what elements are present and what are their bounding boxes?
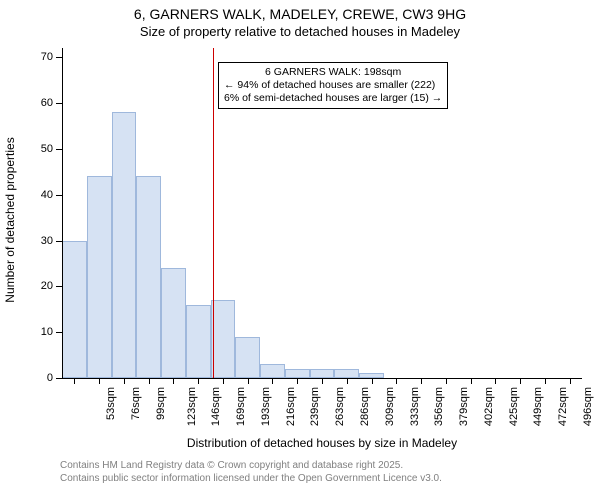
chart-title: 6, GARNERS WALK, MADELEY, CREWE, CW3 9HG (0, 6, 600, 22)
annotation-line: ← 94% of detached houses are smaller (22… (224, 79, 442, 92)
x-tick (223, 378, 224, 384)
y-tick-label: 70 (41, 51, 53, 63)
x-axis-label: Distribution of detached houses by size … (62, 436, 582, 450)
x-tick-label: 402sqm (483, 387, 495, 426)
y-tick-label: 10 (41, 326, 53, 338)
histogram-bar (136, 176, 161, 378)
x-tick-label: 216sqm (285, 387, 297, 426)
x-tick-label: 99sqm (155, 387, 167, 420)
x-tick-label: 193sqm (260, 387, 272, 426)
x-tick-label: 286sqm (359, 387, 371, 426)
histogram-bar (334, 369, 359, 378)
histogram-bar (62, 241, 87, 379)
y-tick-label: 60 (41, 97, 53, 109)
x-tick (124, 378, 125, 384)
x-tick-label: 169sqm (235, 387, 247, 426)
x-tick (347, 378, 348, 384)
x-tick-label: 76sqm (130, 387, 142, 420)
x-tick (322, 378, 323, 384)
y-tick-label: 40 (41, 189, 53, 201)
annotation-line: 6 GARNERS WALK: 198sqm (224, 66, 442, 79)
y-tick (56, 286, 62, 287)
x-tick (248, 378, 249, 384)
y-tick-label: 0 (47, 372, 53, 384)
x-tick (372, 378, 373, 384)
x-tick-label: 496sqm (582, 387, 594, 426)
x-tick (99, 378, 100, 384)
y-tick (56, 332, 62, 333)
y-tick-label: 50 (41, 143, 53, 155)
x-tick (471, 378, 472, 384)
y-tick (56, 103, 62, 104)
x-tick-label: 449sqm (532, 387, 544, 426)
y-tick (56, 149, 62, 150)
x-tick (495, 378, 496, 384)
histogram-bar (87, 176, 112, 378)
footer-attribution: Contains HM Land Registry data © Crown c… (60, 460, 442, 485)
x-tick (446, 378, 447, 384)
x-tick-label: 239sqm (310, 387, 322, 426)
x-tick (173, 378, 174, 384)
marker-line (213, 48, 214, 378)
x-tick (272, 378, 273, 384)
y-axis-line (62, 48, 63, 378)
annotation-box: 6 GARNERS WALK: 198sqm← 94% of detached … (218, 62, 448, 109)
y-tick-label: 30 (41, 235, 53, 247)
x-tick-label: 472sqm (557, 387, 569, 426)
histogram-bar (310, 369, 335, 378)
footer-line-1: Contains HM Land Registry data © Crown c… (60, 460, 442, 473)
x-tick (396, 378, 397, 384)
chart-subtitle: Size of property relative to detached ho… (0, 24, 600, 39)
x-tick (297, 378, 298, 384)
y-tick (56, 378, 62, 379)
histogram-bar (211, 300, 236, 378)
y-tick (56, 195, 62, 196)
histogram-bar (161, 268, 186, 378)
histogram-bar (186, 305, 211, 378)
x-tick-label: 379sqm (458, 387, 470, 426)
y-axis-label: Number of detached properties (3, 55, 17, 385)
annotation-line: 6% of semi-detached houses are larger (1… (224, 92, 442, 105)
x-tick-label: 356sqm (433, 387, 445, 426)
x-tick-label: 263sqm (334, 387, 346, 426)
x-tick-label: 123sqm (186, 387, 198, 426)
x-tick (74, 378, 75, 384)
x-tick (198, 378, 199, 384)
x-tick-label: 53sqm (105, 387, 117, 420)
x-tick-label: 146sqm (211, 387, 223, 426)
footer-line-2: Contains public sector information licen… (60, 473, 442, 486)
y-tick (56, 57, 62, 58)
x-tick (421, 378, 422, 384)
histogram-bar (260, 364, 285, 378)
histogram-bar (285, 369, 310, 378)
x-tick (545, 378, 546, 384)
x-tick-label: 425sqm (508, 387, 520, 426)
histogram-bar (112, 112, 137, 378)
y-tick (56, 241, 62, 242)
x-tick (149, 378, 150, 384)
histogram-bar (235, 337, 260, 378)
x-tick (520, 378, 521, 384)
x-tick-label: 333sqm (409, 387, 421, 426)
y-tick-label: 20 (41, 280, 53, 292)
x-tick (570, 378, 571, 384)
x-tick-label: 309sqm (384, 387, 396, 426)
chart-stage: 6, GARNERS WALK, MADELEY, CREWE, CW3 9HG… (0, 0, 600, 500)
